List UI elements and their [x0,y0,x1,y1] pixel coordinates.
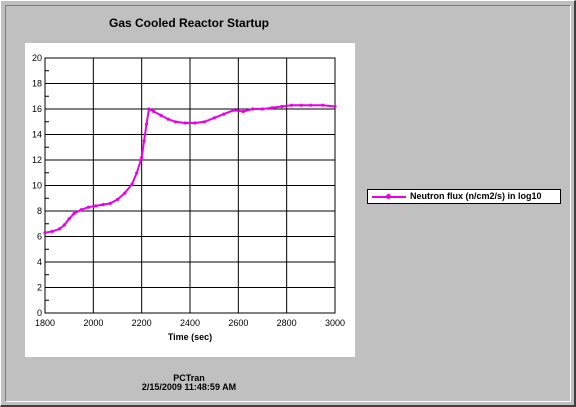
data-point [241,109,245,114]
x-axis-title: Time (sec) [168,332,212,342]
y-tick-label: 0 [37,308,42,318]
data-point [86,205,91,209]
data-point [140,155,144,160]
x-tick-label: 1800 [35,318,55,328]
data-point [67,217,71,221]
data-point [57,227,62,231]
footer-timestamp: 2/15/2009 11:48:59 AM [141,382,237,392]
legend: Neutron flux (n/cm2/s) in log10 [367,189,561,204]
data-point [43,231,47,235]
data-point [231,108,236,112]
data-point [79,208,83,212]
y-tick-label: 16 [32,104,42,114]
data-point [309,103,313,107]
x-tick-label: 2400 [180,318,200,328]
data-point [115,197,120,202]
x-tick-labels: 1800 2000 2200 2400 2600 2800 3000 [35,318,345,328]
data-point [152,109,156,114]
data-point [144,122,149,126]
y-tick-label: 4 [37,257,42,267]
data-point [299,103,303,107]
x-tick-label: 2600 [228,318,248,328]
y-tick-label: 18 [32,79,42,89]
y-tick-label: 6 [37,232,42,242]
data-point [135,171,139,175]
data-point [62,223,66,227]
data-point [94,204,98,208]
data-point [222,112,226,116]
data-point [147,107,151,111]
data-point [101,203,105,207]
data-point [159,113,163,117]
y-tick-label: 20 [32,53,42,63]
series-layer [43,103,337,235]
data-point [280,104,284,109]
data-point [193,121,197,125]
y-tick-labels: 0 2 4 6 8 10 12 14 16 18 20 [32,53,42,318]
data-point [123,191,127,195]
data-point [260,107,265,111]
legend-label-neutron-flux: Neutron flux (n/cm2/s) in log10 [410,191,542,201]
data-point [108,201,112,205]
data-point [173,120,178,124]
footer-app-name: PCTran [173,373,205,383]
x-tick-label: 2000 [83,318,103,328]
x-tick-label: 2200 [132,318,152,328]
y-tick-label: 2 [37,283,42,293]
data-point [321,103,325,107]
data-point [202,120,207,124]
grid-lines [44,57,336,314]
data-point [130,182,134,186]
y-tick-label: 8 [37,206,42,216]
line-chart: 1800 2000 2200 2400 2600 2800 3000 0 2 4 6 8 10 12 14… [32,53,345,342]
data-point [212,116,216,120]
y-tick-label: 12 [32,155,42,165]
data-point [72,212,76,216]
x-tick-label: 2800 [277,318,297,328]
data-point [289,103,294,107]
plot-panel: 1800 2000 2200 2400 2600 2800 3000 0 2 4 6 8 10 12 14… [25,43,355,357]
chart-title: Gas Cooled Reactor Startup [108,16,270,30]
data-point [50,229,54,233]
data-point [183,121,187,125]
data-point [270,106,274,110]
inner-frame [5,5,571,402]
data-point [333,104,337,109]
data-point [166,117,170,121]
x-tick-label: 3000 [325,318,345,328]
legend-swatch [372,194,406,199]
y-tick-label: 14 [32,130,42,140]
data-point [251,107,255,111]
y-tick-label: 10 [32,181,42,191]
data-point [142,139,146,143]
